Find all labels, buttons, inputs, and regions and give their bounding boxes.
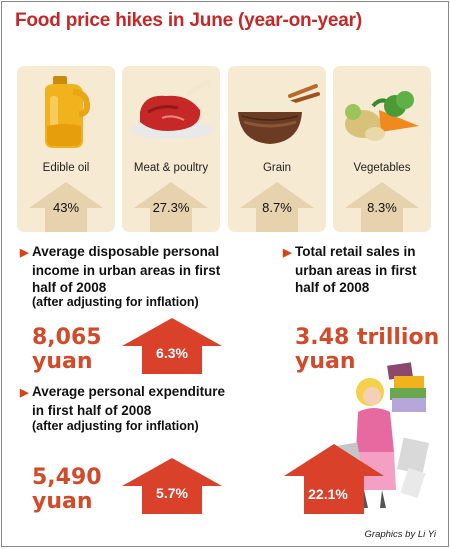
- card-meat-poultry: Meat & poultry 27.3%: [122, 66, 220, 232]
- retail-heading: ▶ Total retail sales in urban areas in fi…: [283, 243, 417, 296]
- retail-value-line: 3.48 trillion: [295, 325, 440, 350]
- income-heading-line: half of 2008: [32, 280, 107, 295]
- item-value: 8.7%: [262, 200, 292, 215]
- up-arrow-icon: [240, 182, 314, 232]
- expenditure-value-line: yuan: [32, 489, 93, 514]
- graphics-credit: Graphics by Li Yi: [364, 529, 436, 540]
- expenditure-value-line: 5,490: [32, 465, 102, 490]
- income-heading: ▶ Average disposable personal income in u…: [20, 243, 220, 296]
- item-value: 8.3%: [367, 200, 397, 215]
- vegetables-icon: [345, 91, 419, 141]
- meat-icon: [130, 79, 214, 139]
- retail-heading-line: Total retail sales in: [295, 244, 416, 259]
- income-value: 8,065 yuan: [32, 326, 102, 374]
- page-title: Food price hikes in June (year-on-year): [15, 10, 362, 31]
- retail-value: 3.48 trillion yuan: [295, 326, 439, 374]
- item-value: 27.3%: [152, 200, 190, 215]
- bullet-triangle-icon: ▶: [20, 247, 29, 259]
- retail-change: 22.1%: [308, 486, 348, 502]
- expenditure-up-arrow-icon: [122, 458, 222, 514]
- item-name: Vegetables: [353, 162, 411, 174]
- retail-up-arrow-icon: [284, 444, 384, 514]
- expenditure-heading-line: Average personal expenditure: [32, 384, 226, 399]
- income-heading-line: income in urban areas in first: [32, 263, 221, 278]
- retail-value-line: yuan: [295, 349, 356, 374]
- expenditure-heading-line: in first half of 2008: [32, 403, 152, 418]
- income-value-line: 8,065: [32, 325, 102, 350]
- up-arrow-icon: [29, 182, 103, 232]
- income-value-line: yuan: [32, 349, 93, 374]
- item-name: Grain: [262, 162, 292, 174]
- item-name: Edible oil: [42, 162, 90, 174]
- income-heading-line: Average disposable personal: [32, 244, 220, 259]
- item-value: 43%: [52, 200, 80, 215]
- income-change: 6.3%: [156, 345, 188, 361]
- item-name: Meat & poultry: [133, 162, 209, 174]
- retail-heading-line: urban areas in first: [295, 263, 417, 278]
- income-note: (after adjusting for inflation): [32, 295, 199, 309]
- oil-jug-icon: [45, 76, 91, 148]
- card-edible-oil: Edible oil 43%: [17, 66, 115, 232]
- up-arrow-icon: [345, 182, 419, 232]
- expenditure-heading: ▶ Average personal expenditure in first h…: [20, 383, 225, 419]
- retail-heading-line: half of 2008: [295, 280, 370, 295]
- card-grain: Grain 8.7%: [228, 66, 326, 232]
- bullet-triangle-icon: ▶: [20, 387, 29, 399]
- bullet-triangle-icon: ▶: [283, 247, 292, 259]
- expenditure-value: 5,490 yuan: [32, 466, 102, 514]
- up-arrow-icon: [134, 182, 208, 232]
- grain-bowl-icon: [238, 84, 320, 144]
- card-vegetables: Vegetables 8.3%: [333, 66, 431, 232]
- expenditure-change: 5.7%: [156, 485, 188, 501]
- income-up-arrow-icon: [122, 318, 222, 374]
- expenditure-note: (after adjusting for inflation): [32, 419, 199, 433]
